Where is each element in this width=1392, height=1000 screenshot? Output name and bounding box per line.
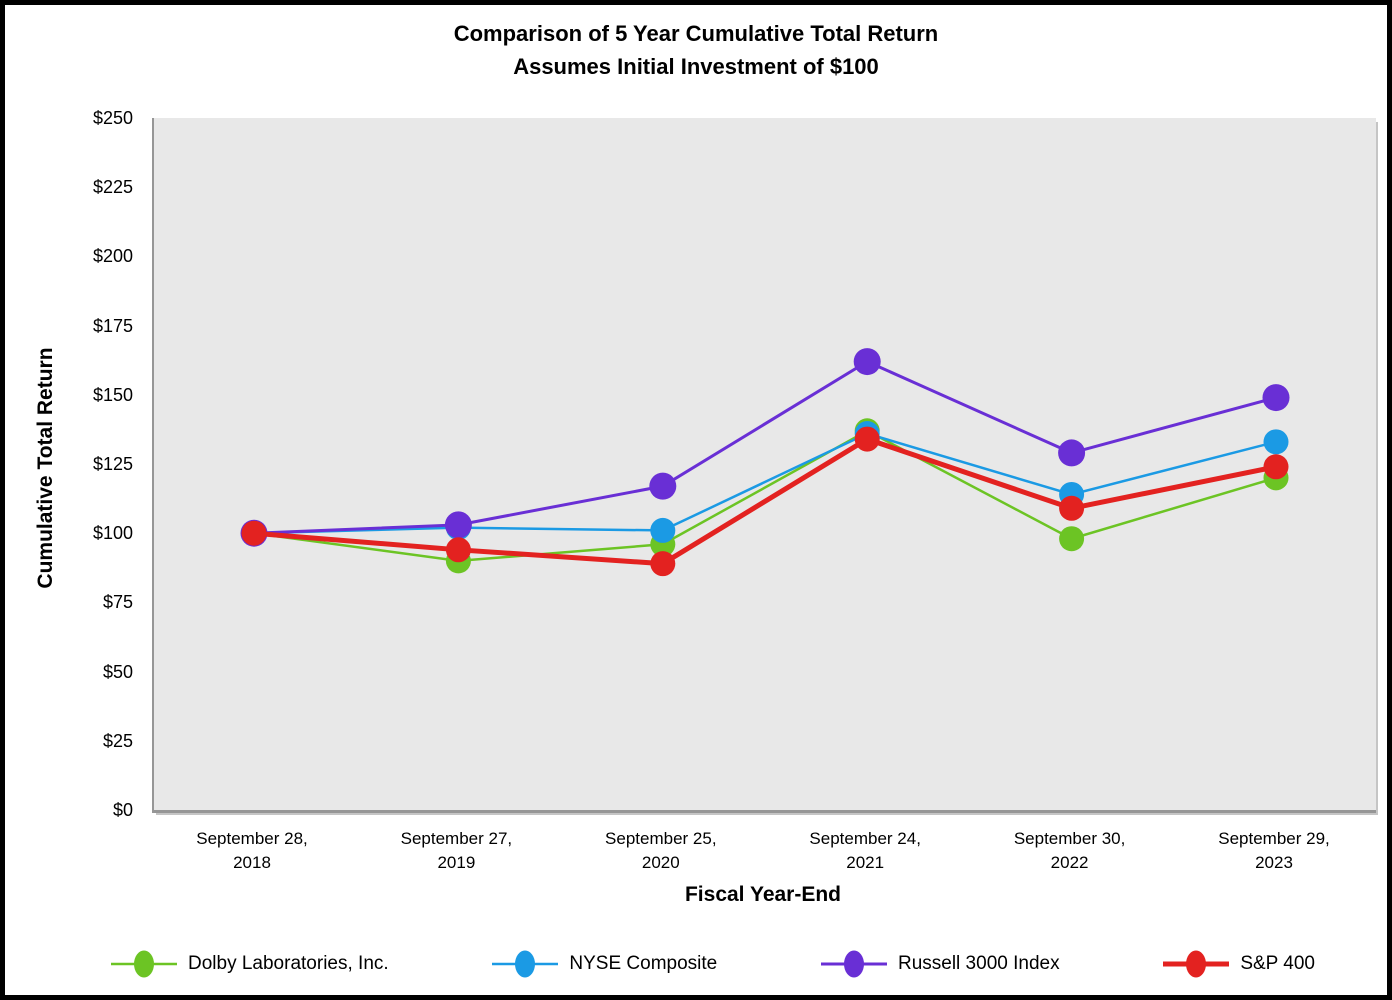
y-tick-label: $250 [92, 108, 133, 128]
data-point [1262, 384, 1290, 412]
legend-item: S&P 400 [1162, 947, 1315, 981]
series-line [253, 359, 1277, 535]
chart-title-line2: Assumes Initial Investment of $100 [513, 54, 879, 79]
legend-item: Dolby Laboratories, Inc. [110, 947, 389, 981]
y-tick-label: $25 [102, 730, 133, 751]
chart-title-line1: Comparison of 5 Year Cumulative Total Re… [453, 21, 939, 46]
legend-marker-icon [820, 950, 887, 978]
legend: Dolby Laboratories, Inc. NYSE Composite Ru… [110, 941, 1315, 987]
data-point [1059, 495, 1085, 521]
legend-label: S&P 400 [1240, 953, 1315, 974]
y-tick-label: $100 [92, 523, 133, 544]
data-point [1058, 439, 1086, 467]
x-tick-label: September 25, 2020 [605, 829, 717, 872]
legend-marker-icon [1163, 950, 1230, 978]
y-tick-label: $50 [102, 661, 133, 682]
data-point [650, 551, 676, 577]
x-tick-label: September 24, 2021 [809, 829, 921, 872]
y-tick-label: $200 [92, 246, 133, 267]
data-point [854, 426, 880, 452]
data-point [1263, 429, 1289, 455]
y-tick-label: $175 [92, 315, 133, 336]
legend-label: NYSE Composite [569, 953, 718, 974]
data-point [649, 472, 677, 500]
legend-marker-icon [111, 950, 177, 978]
legend-label: Dolby Laboratories, Inc. [188, 953, 389, 974]
chart-canvas [240, 348, 1290, 577]
y-tick-label: $75 [102, 592, 133, 613]
x-tick-label: September 29, 2023 [1218, 829, 1330, 872]
series-line [253, 432, 1277, 535]
series-line [253, 429, 1277, 563]
y-tick-label: $225 [92, 177, 133, 198]
legend-item: NYSE Composite [491, 947, 717, 981]
y-tick-label: $150 [92, 384, 133, 405]
chart-title: Comparison of 5 Year Cumulative Total Re… [5, 17, 1387, 83]
y-tick-label: $0 [112, 800, 133, 820]
data-point [650, 517, 676, 543]
legend-item: Russell 3000 Index [820, 947, 1060, 981]
data-point [445, 537, 471, 563]
plot-area [152, 118, 1376, 813]
series-line [253, 436, 1277, 567]
data-point [444, 511, 472, 539]
x-tick-label: September 27, 2019 [400, 829, 513, 872]
data-point [853, 348, 881, 376]
data-point [1059, 526, 1085, 552]
data-point [1263, 454, 1289, 480]
y-tick-label: $125 [92, 454, 133, 474]
legend-label: Russell 3000 Index [897, 953, 1060, 974]
x-tick-label: September 30, 2022 [1013, 829, 1126, 872]
x-tick-label: September 28, 2018 [196, 829, 308, 872]
legend-marker-icon [492, 950, 559, 978]
data-point [241, 520, 267, 546]
x-axis-title: Fiscal Year-End [684, 883, 842, 906]
